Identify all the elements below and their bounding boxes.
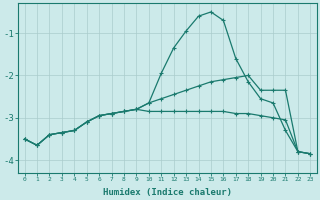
X-axis label: Humidex (Indice chaleur): Humidex (Indice chaleur) xyxy=(103,188,232,197)
